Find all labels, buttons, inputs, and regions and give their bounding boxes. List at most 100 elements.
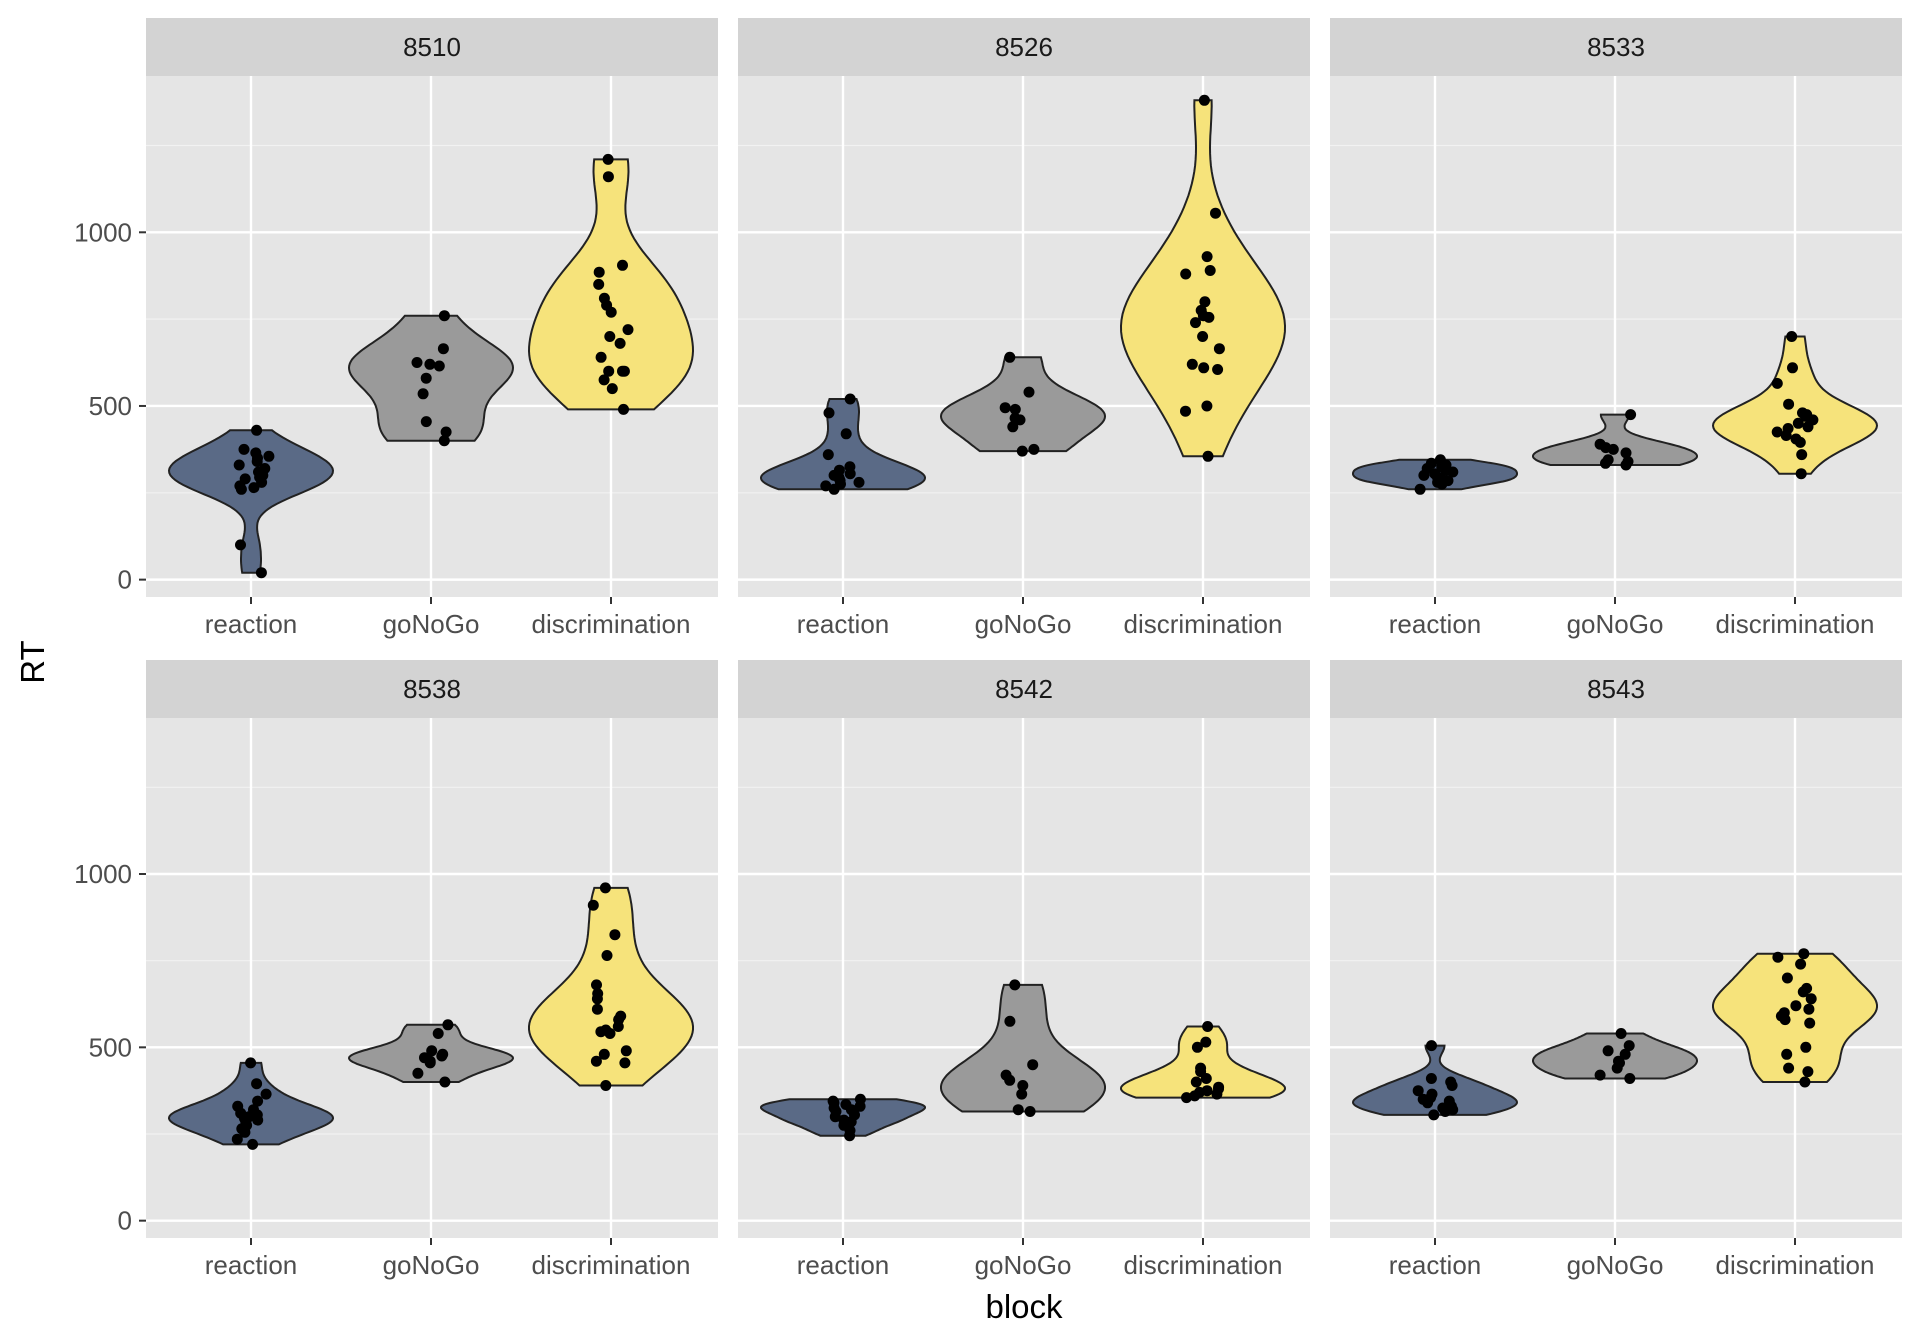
y-tick-label: 1000: [74, 217, 132, 247]
data-point: [1611, 1062, 1623, 1074]
data-point: [1198, 362, 1210, 374]
data-point: [598, 1048, 610, 1060]
data-point: [1428, 1109, 1440, 1121]
x-tick-label: goNoGo: [975, 609, 1072, 639]
data-point: [1197, 331, 1209, 342]
x-tick-label: discrimination: [1716, 609, 1875, 639]
data-point: [591, 1003, 603, 1015]
data-point: [1012, 1104, 1024, 1116]
data-point: [619, 1057, 631, 1069]
facet-8533: 8533 reaction goNoGo discrimination: [1330, 18, 1902, 639]
data-point: [1007, 421, 1019, 433]
x-tick-label: discrimination: [532, 1250, 691, 1280]
data-point: [1787, 362, 1798, 374]
data-point: [853, 476, 865, 488]
data-point: [1792, 417, 1804, 429]
data-point: [618, 403, 629, 415]
data-point: [1783, 1062, 1795, 1074]
facet-strip-label: 8542: [995, 674, 1053, 704]
data-point: [1607, 443, 1619, 455]
data-point: [622, 324, 634, 336]
data-point: [1447, 466, 1459, 478]
data-point: [1190, 1076, 1202, 1088]
data-point: [601, 950, 613, 961]
data-point: [840, 428, 852, 440]
violin-discrimination: [1119, 99, 1287, 458]
data-point: [1181, 1092, 1192, 1104]
data-point: [603, 365, 615, 377]
x-tick-label: discrimination: [1124, 609, 1283, 639]
data-point: [1009, 403, 1021, 415]
data-point: [440, 426, 452, 438]
data-point: [1202, 450, 1214, 462]
facet-strip: [146, 18, 718, 76]
data-point: [823, 407, 835, 419]
data-point: [602, 153, 614, 165]
data-point: [235, 483, 247, 495]
data-point: [1790, 1000, 1802, 1012]
data-point: [591, 979, 602, 991]
data-point: [1016, 445, 1028, 457]
data-point: [1004, 1074, 1016, 1086]
data-point: [235, 539, 246, 551]
data-point: [424, 358, 436, 370]
data-point: [1779, 1014, 1791, 1026]
data-point: [417, 388, 429, 400]
facet-8542: 8542 reaction goNoGo discrimination: [738, 660, 1310, 1280]
data-point: [248, 482, 260, 494]
data-point: [1418, 469, 1430, 481]
facet-8538: 8538 reaction goNoGo discrimination 0 500 1000: [74, 660, 718, 1280]
data-point: [604, 1028, 616, 1039]
data-point: [1204, 265, 1216, 276]
data-point: [591, 993, 603, 1005]
x-tick-label: reaction: [797, 609, 890, 639]
data-point: [1425, 1073, 1437, 1084]
x-tick-label: goNoGo: [1567, 1250, 1664, 1280]
y-tick-label: 1000: [74, 859, 132, 889]
data-point: [1422, 1097, 1434, 1109]
data-point: [251, 424, 263, 436]
data-point: [1780, 430, 1792, 441]
data-point: [1804, 1017, 1816, 1029]
data-point: [233, 459, 245, 471]
data-point: [1004, 1015, 1016, 1027]
data-point: [612, 1021, 624, 1032]
x-axis-title: block: [985, 1288, 1063, 1325]
y-axis-title: RT: [14, 640, 51, 683]
data-point: [433, 360, 445, 372]
data-point: [1771, 426, 1783, 438]
x-tick-label: discrimination: [532, 609, 691, 639]
data-point: [1620, 459, 1632, 471]
data-point: [1781, 972, 1793, 984]
data-point: [1798, 948, 1810, 960]
violin-goNoGo: [1532, 1032, 1698, 1080]
data-point: [1201, 251, 1213, 263]
data-point: [593, 278, 605, 290]
data-point: [1004, 351, 1016, 363]
data-point: [420, 372, 432, 384]
data-point: [1619, 1048, 1631, 1060]
data-point: [251, 456, 263, 467]
data-point: [1600, 457, 1611, 469]
x-tick-label: goNoGo: [383, 609, 480, 639]
data-point: [606, 383, 618, 395]
data-point: [1786, 331, 1798, 342]
x-tick-label: reaction: [205, 609, 298, 639]
data-point: [245, 1057, 257, 1069]
data-point: [420, 416, 432, 428]
violin-discrimination: [1119, 1025, 1287, 1099]
data-point: [1799, 1076, 1811, 1088]
data-point: [1594, 1069, 1606, 1081]
x-tick-label: goNoGo: [1567, 609, 1664, 639]
data-point: [1602, 1045, 1614, 1057]
data-point: [587, 899, 599, 911]
data-point: [1795, 958, 1807, 970]
data-point: [1797, 986, 1809, 998]
data-point: [1623, 1040, 1635, 1052]
x-tick-label: goNoGo: [383, 1250, 480, 1280]
data-point: [432, 1028, 444, 1039]
data-point: [411, 357, 423, 368]
data-point: [602, 171, 614, 183]
data-point: [1771, 377, 1783, 389]
data-point: [1017, 1080, 1029, 1091]
